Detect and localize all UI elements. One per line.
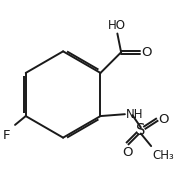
Text: NH: NH bbox=[126, 108, 143, 121]
Text: O: O bbox=[122, 146, 133, 159]
Text: O: O bbox=[158, 113, 169, 126]
Text: S: S bbox=[136, 123, 146, 138]
Text: HO: HO bbox=[108, 19, 126, 32]
Text: O: O bbox=[141, 46, 152, 59]
Text: F: F bbox=[3, 129, 11, 142]
Text: CH₃: CH₃ bbox=[152, 149, 174, 162]
